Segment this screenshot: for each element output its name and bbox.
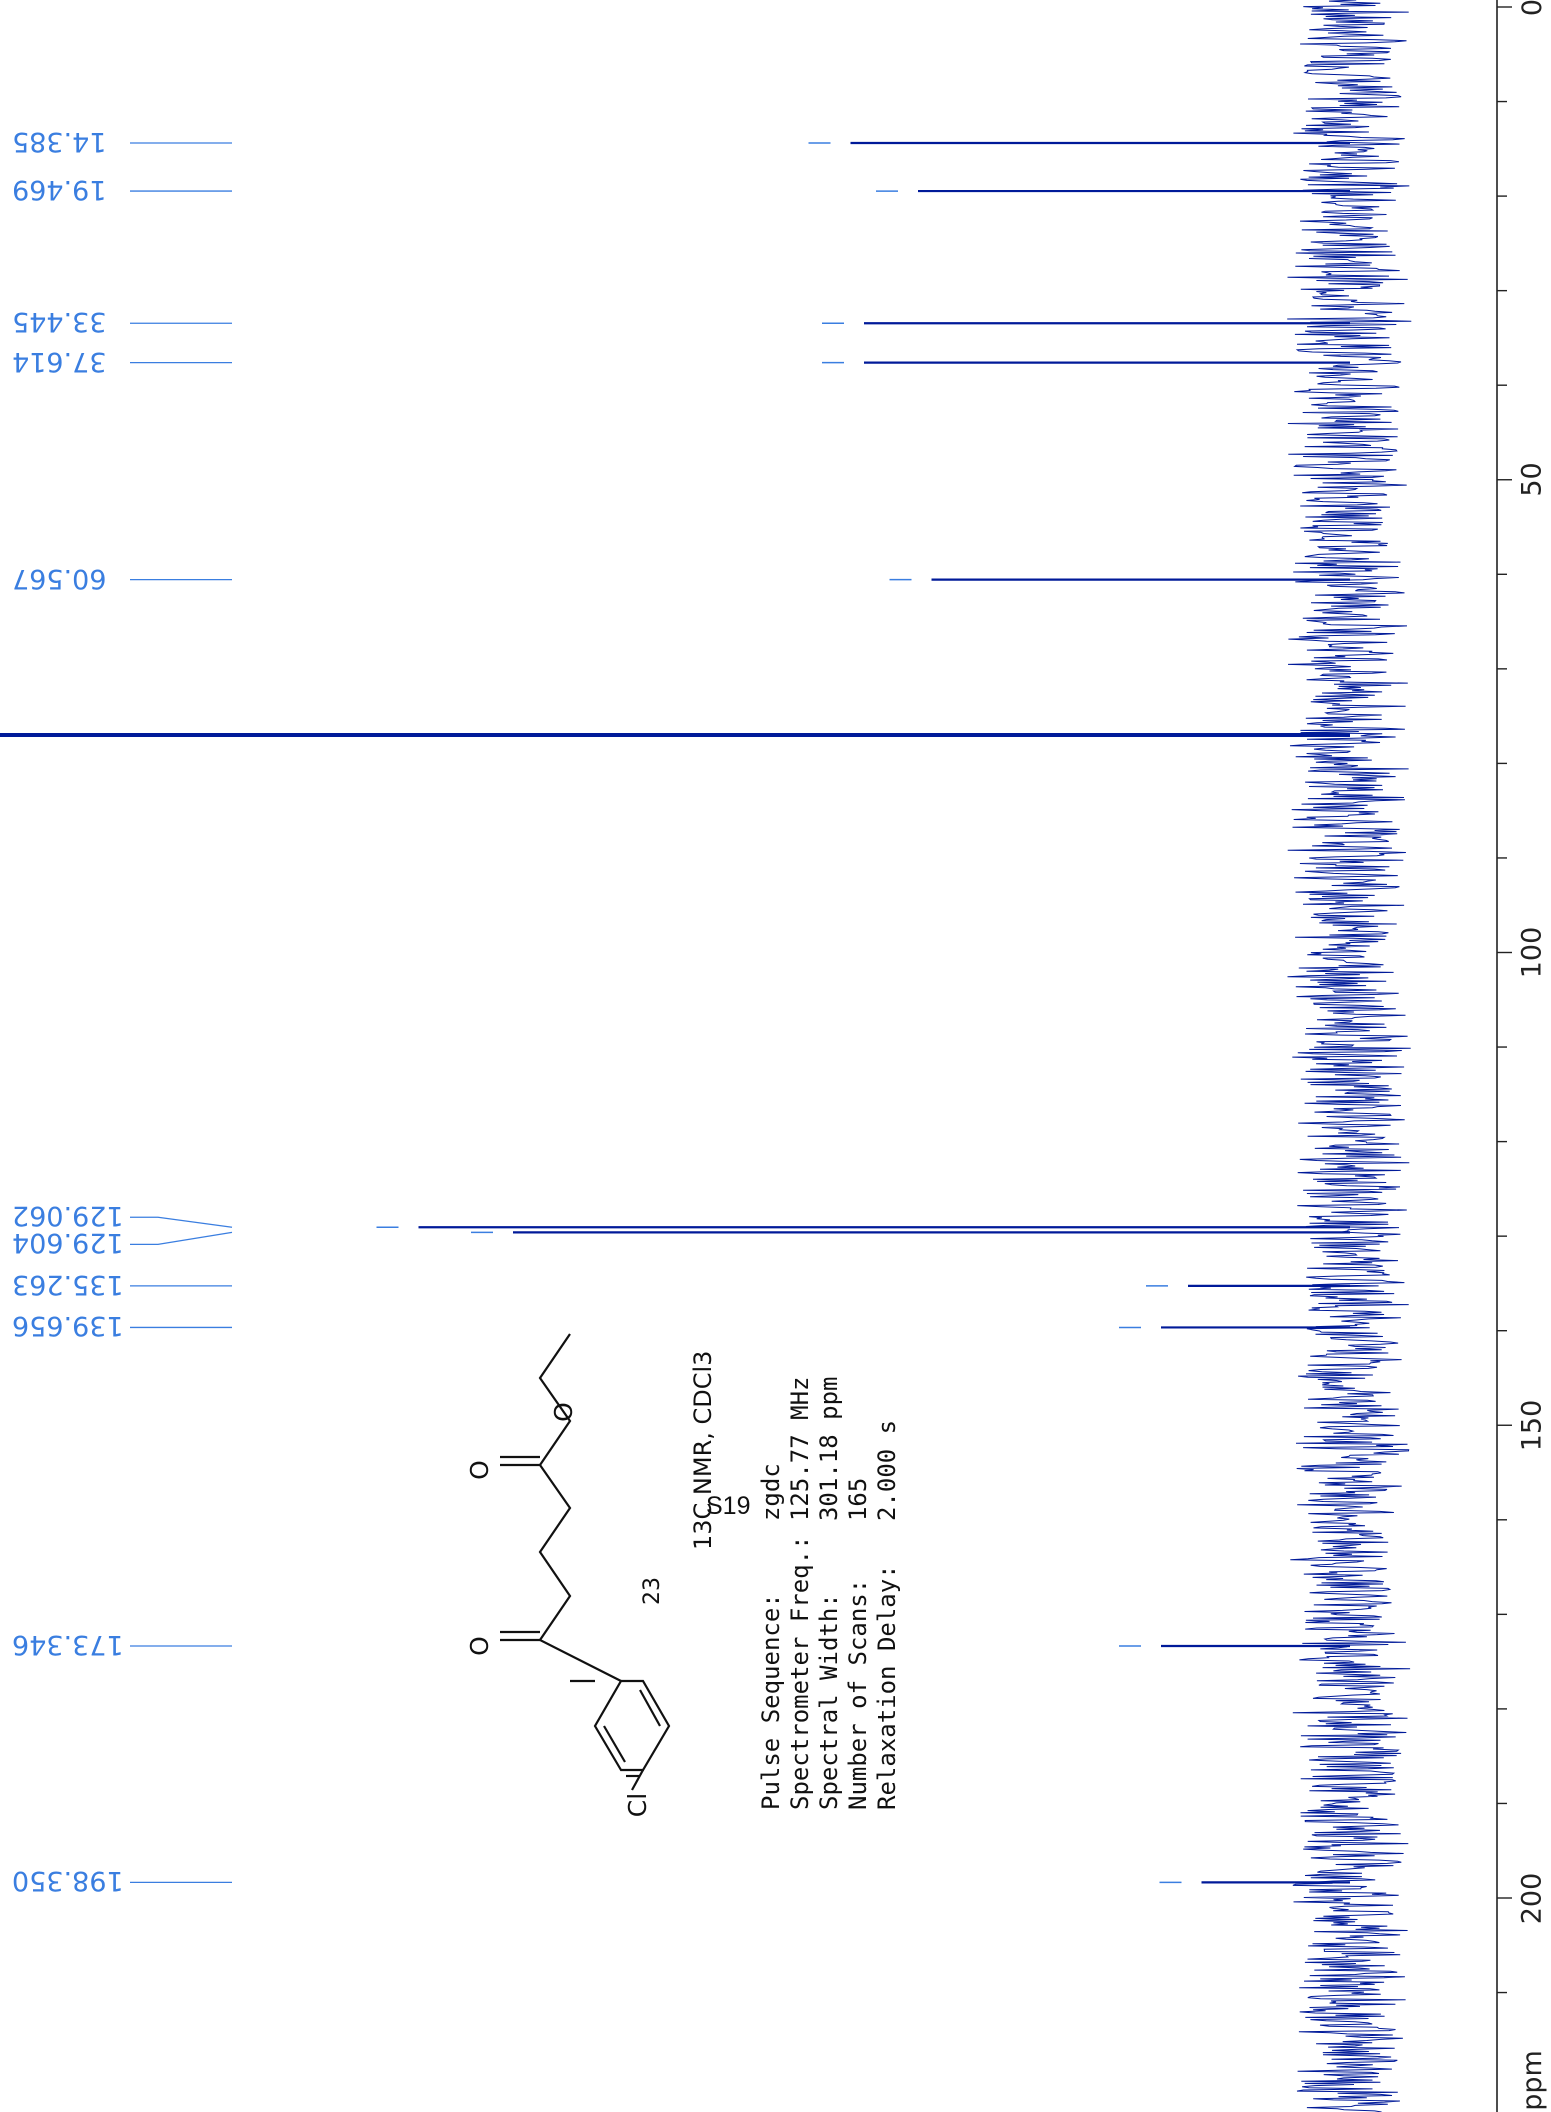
axis-tick-label: 150 bbox=[1516, 1399, 1548, 1452]
peak-label-198.350: 198.350 bbox=[12, 1865, 124, 1897]
peak-label-14.385: 14.385 bbox=[12, 126, 107, 157]
ester-ether-oxygen-label: O bbox=[549, 1402, 578, 1422]
parameter-label: Spectral Width: bbox=[815, 1521, 843, 1810]
ring-double-bond-2 bbox=[639, 1689, 661, 1727]
ppm-axis bbox=[1496, 0, 1512, 2112]
parameter-label: Pulse Sequence: bbox=[757, 1521, 785, 1810]
peak-label-139.656: 139.656 bbox=[12, 1310, 124, 1342]
axis-tick-label: 100 bbox=[1516, 926, 1548, 979]
baseline-noise bbox=[1287, 0, 1412, 2112]
axis-tick-label: 0 bbox=[1516, 0, 1548, 16]
axis-unit-label: ppm bbox=[1516, 2049, 1548, 2111]
peak-label-33.445: 33.445 bbox=[12, 306, 107, 338]
parameter-value: 165 bbox=[844, 1477, 872, 1522]
parameter-label: Number of Scans: bbox=[844, 1521, 872, 1810]
peak-label-173.346: 173.346 bbox=[12, 1628, 124, 1660]
ketone-oxygen-label: O bbox=[465, 1636, 494, 1656]
peak-label-60.567: 60.567 bbox=[12, 562, 107, 594]
compound-number: 23 bbox=[640, 1577, 665, 1605]
parameter-row: Spectrometer Freq.: 125.77 MHz bbox=[786, 1377, 815, 1810]
parameter-value: 301.18 ppm bbox=[815, 1376, 843, 1522]
peak-label-37.614: 37.614 bbox=[12, 345, 107, 377]
cl-bond bbox=[631, 1769, 644, 1791]
ester-carbonyl-oxygen-label: O bbox=[465, 1460, 494, 1480]
peak-lines bbox=[0, 141, 1350, 1884]
peak-connector-129.604 bbox=[130, 1231, 233, 1246]
chlorine-atom-label: Cl bbox=[623, 1793, 652, 1817]
structure-atom-labels: Cl O O O bbox=[465, 1402, 652, 1817]
peak-connector-129.062 bbox=[130, 1216, 233, 1228]
parameter-row: Number of Scans: 165 bbox=[844, 1377, 873, 1810]
ring-double-bond-1 bbox=[603, 1725, 626, 1763]
parameter-label: Relaxation Delay: bbox=[873, 1521, 901, 1810]
peak-label-135.263: 135.263 bbox=[12, 1268, 124, 1300]
parameter-label: Spectrometer Freq.: bbox=[786, 1521, 814, 1810]
peak-label-connectors bbox=[130, 142, 233, 1884]
chemical-structure bbox=[500, 1333, 671, 1791]
benzene-ring bbox=[593, 1679, 671, 1772]
peak-label-129.604: 129.604 bbox=[12, 1227, 124, 1259]
acquisition-parameters: Pulse Sequence: zgdc Spectrometer Freq.: … bbox=[757, 1377, 902, 1810]
page-number: S19 bbox=[706, 1492, 751, 1520]
parameter-row: Relaxation Delay: 2.000 s bbox=[873, 1377, 902, 1810]
axis-tick-label: 200 bbox=[1516, 1872, 1548, 1924]
carbon-chain bbox=[538, 1333, 622, 1682]
parameter-row: Spectral Width: 301.18 ppm bbox=[815, 1377, 844, 1810]
axis-tick-label: 50 bbox=[1516, 462, 1548, 497]
noise-trace bbox=[1287, 0, 1412, 2112]
parameter-value: 125.77 MHz bbox=[786, 1376, 814, 1522]
parameter-row: Pulse Sequence: zgdc bbox=[757, 1377, 786, 1810]
parameter-value: 2.000 s bbox=[873, 1419, 901, 1522]
peak-label-19.469: 19.469 bbox=[12, 174, 107, 206]
parameter-value: zgdc bbox=[757, 1463, 785, 1522]
